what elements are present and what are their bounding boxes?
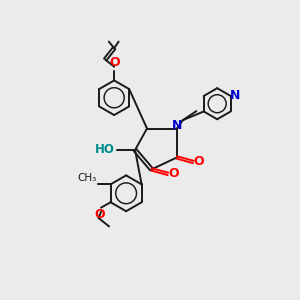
Text: O: O bbox=[94, 208, 105, 221]
Text: O: O bbox=[168, 167, 178, 180]
Text: HO: HO bbox=[95, 143, 115, 156]
Text: CH₃: CH₃ bbox=[78, 173, 97, 183]
Text: N: N bbox=[230, 89, 240, 103]
Text: O: O bbox=[194, 154, 204, 167]
Text: O: O bbox=[110, 56, 120, 69]
Text: N: N bbox=[172, 119, 182, 132]
